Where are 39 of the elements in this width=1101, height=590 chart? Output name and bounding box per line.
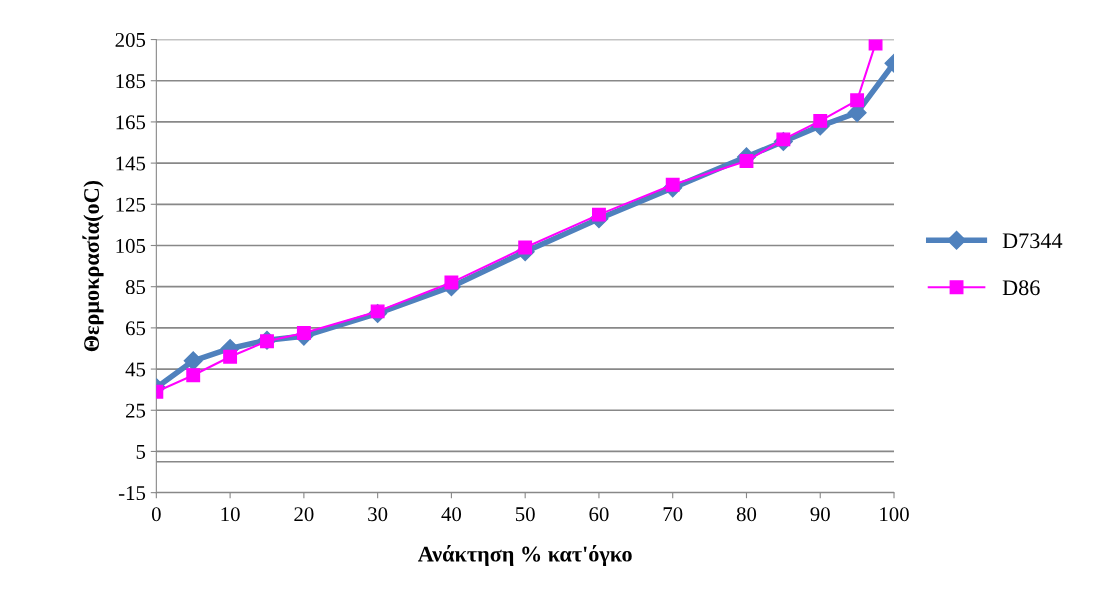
x-tick-label: 50	[515, 507, 535, 522]
point	[850, 93, 865, 108]
y-tick-label: 205	[115, 32, 146, 47]
y-tick-label: 5	[136, 445, 146, 459]
y-axis-title: Θερμοκρασία(oC)	[82, 180, 104, 352]
y-tick-label: 125	[116, 197, 146, 212]
x-tick-label: 80	[736, 507, 757, 522]
point	[813, 113, 828, 128]
point	[186, 368, 201, 383]
x-tick-label: 90	[810, 507, 830, 522]
legend-label: D7344	[1002, 233, 1063, 249]
y-tick-label: 25	[126, 403, 146, 418]
y-tick-label: -15	[118, 486, 146, 501]
x-tick-label: 70	[663, 507, 683, 522]
x-tick-label: 0	[151, 507, 161, 522]
y-tick-label: 45	[125, 362, 146, 377]
x-tick-label: 40	[441, 507, 462, 522]
point	[296, 326, 311, 340]
x-tick-label: 10	[221, 507, 240, 522]
point	[868, 39, 883, 51]
y-tick-label: 185	[116, 74, 146, 89]
legend-label: D86	[1002, 280, 1040, 296]
x-tick-label: 30	[368, 507, 388, 522]
y-tick-label: 145	[116, 156, 146, 171]
point	[518, 240, 533, 255]
point	[591, 207, 606, 222]
x-tick-label: 20	[294, 507, 314, 522]
y-tick-label: 105	[116, 238, 146, 253]
point	[739, 154, 754, 168]
point	[665, 177, 680, 192]
y-tick-label: 85	[125, 280, 146, 295]
x-tick-label: 100	[880, 507, 909, 522]
y-tick-label: 65	[125, 321, 146, 336]
point	[223, 349, 238, 364]
y-tick-label: 165	[116, 115, 146, 130]
point	[444, 275, 459, 290]
point	[183, 351, 203, 371]
x-tick-label: 60	[589, 507, 609, 522]
x-axis-title: Ανάκτηση % κατ'όγκο	[417, 544, 632, 567]
